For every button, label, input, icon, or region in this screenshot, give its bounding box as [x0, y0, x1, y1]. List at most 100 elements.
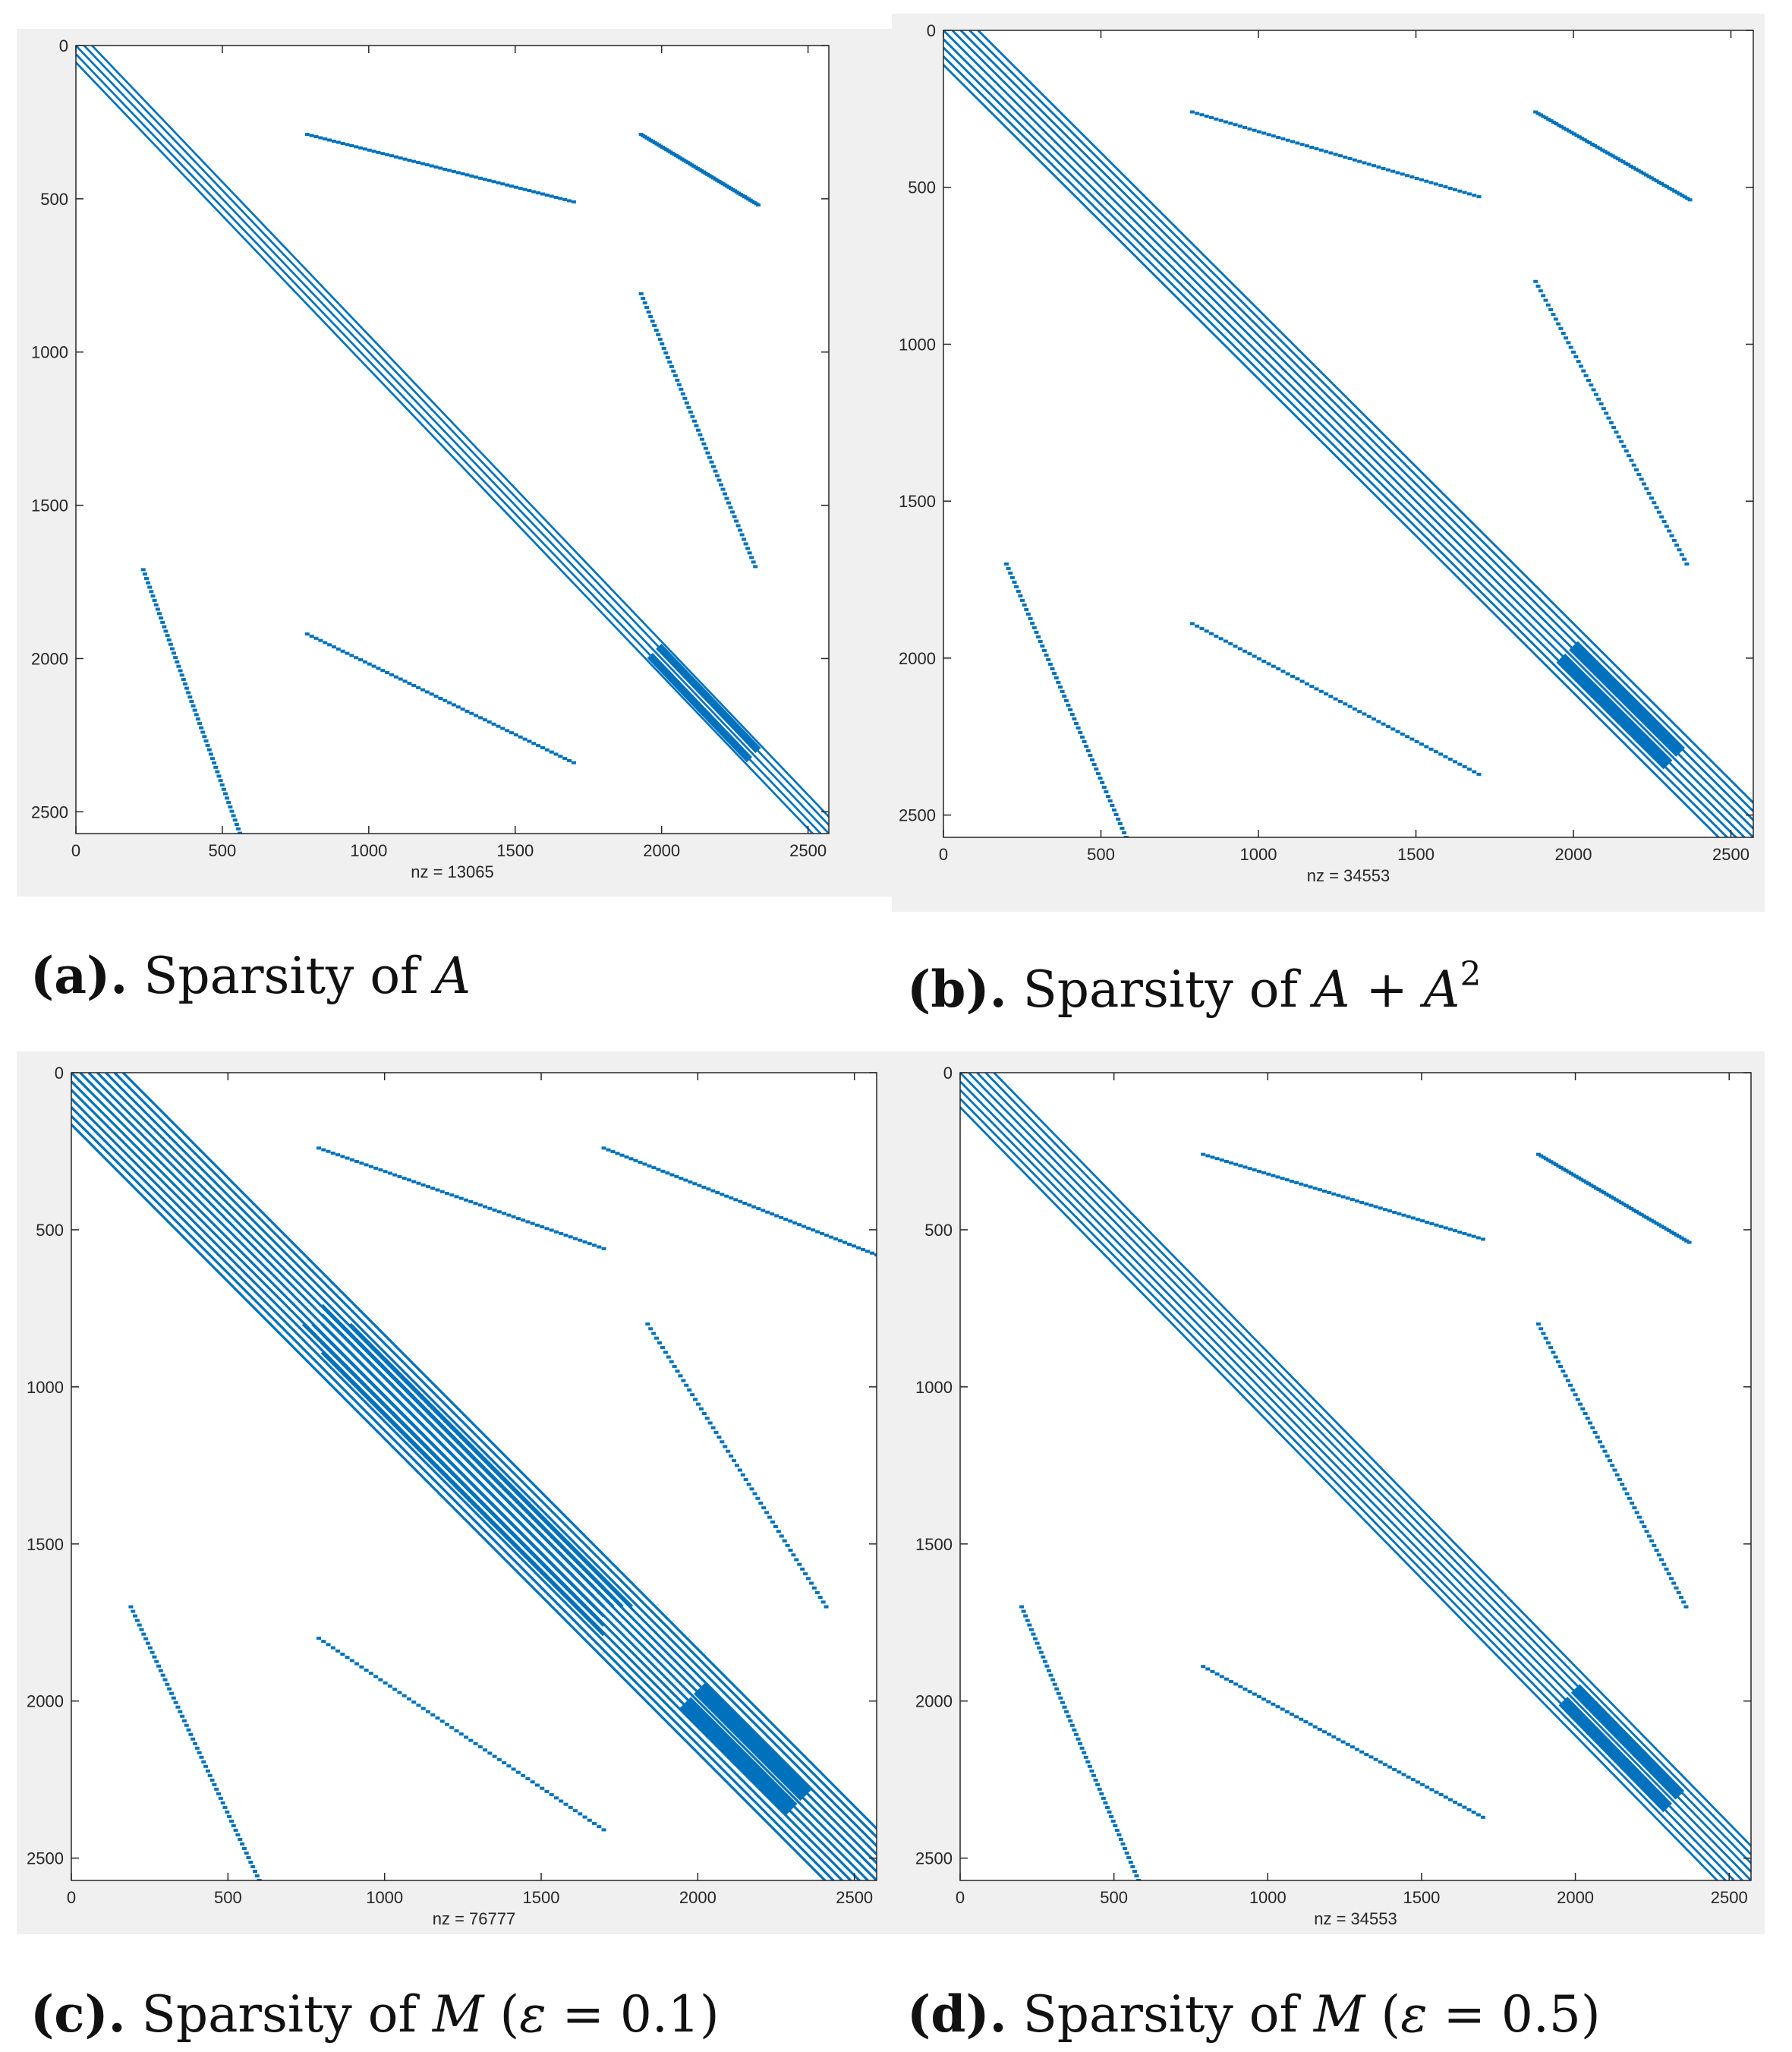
nonzero-dot-4-45	[1405, 735, 1410, 739]
nonzero-dot-0-37	[492, 1208, 497, 1212]
nonzero-dot-0-17	[397, 1174, 402, 1178]
nonzero-dot-1-28	[1605, 151, 1611, 155]
nonzero-dot-4-22	[1303, 1720, 1309, 1724]
nonzero-dot-1-35	[1623, 162, 1628, 165]
nonzero-dot-4-31	[1337, 699, 1343, 703]
x-tick-label: 2500	[789, 841, 827, 860]
nonzero-dot-4-26	[1314, 687, 1319, 691]
nonzero-dot-4-9	[359, 1665, 364, 1669]
nonzero-dot-1-18	[1581, 1179, 1586, 1183]
nonzero-dot-3-9	[147, 1646, 153, 1650]
nonzero-dot-1-33	[1619, 1201, 1624, 1205]
nonzero-dot-0-53	[568, 1235, 573, 1239]
caption-b-text: Sparsity of	[1022, 960, 1314, 1019]
nonzero-dot-0-54	[1453, 1229, 1458, 1233]
x-tick-label: 1000	[366, 1888, 403, 1907]
nonzero-dot-4-18	[385, 671, 390, 675]
nonzero-dot-0-20	[1285, 138, 1290, 142]
axes-frame	[959, 1072, 1752, 1881]
nonzero-dot-1-28	[729, 1196, 734, 1199]
caption-b: (b). Sparsity of A + A2	[907, 958, 1481, 1015]
nonzero-dot-3-53	[1123, 1846, 1128, 1850]
nonzero-dot-3-34	[195, 717, 200, 721]
nonzero-dot-4-3	[318, 638, 323, 642]
nonzero-dot-0-22	[1303, 1184, 1309, 1187]
caption-c-paren: (	[483, 1985, 520, 2044]
nonzero-dot-3-1	[142, 572, 147, 576]
nonzero-dot-2-48	[730, 510, 735, 514]
nonzero-dot-2-10	[1558, 326, 1564, 330]
nonzero-dot-0-46	[1415, 1218, 1420, 1221]
nonzero-dot-3-32	[197, 1751, 202, 1754]
nonzero-dot-1-49	[1659, 1225, 1664, 1228]
nonzero-dot-0-15	[1261, 131, 1267, 135]
nonzero-dot-3-40	[1084, 744, 1089, 748]
nonzero-dot-3-54	[228, 805, 233, 809]
nonzero-dot-0-5	[340, 1155, 345, 1158]
nonzero-dot-3-44	[1104, 1805, 1110, 1809]
nonzero-dot-2-51	[797, 1562, 802, 1566]
nonzero-dot-4-59	[567, 758, 572, 762]
nonzero-dot-0-37	[469, 174, 474, 178]
nonzero-dot-1-27	[724, 1194, 729, 1198]
nonzero-dot-0-35	[1357, 159, 1362, 163]
nonzero-dot-1-8	[1554, 121, 1559, 125]
nonzero-dot-1-22	[1591, 1185, 1596, 1189]
nonzero-dot-1-47	[1654, 1221, 1659, 1225]
nonzero-dot-3-20	[173, 656, 178, 660]
nonzero-dot-3-36	[205, 1769, 210, 1773]
nonzero-dot-2-27	[1602, 1449, 1608, 1453]
nonzero-dot-0-40	[482, 178, 487, 181]
nonzero-dot-2-0	[1533, 279, 1538, 283]
nonzero-dot-4-31	[442, 698, 448, 702]
nonzero-dot-0-48	[518, 187, 523, 191]
nonzero-dot-2-39	[761, 1506, 767, 1510]
nonzero-dot-2-27	[690, 414, 695, 418]
nonzero-dot-0-59	[1475, 1236, 1481, 1240]
nonzero-dot-1-16	[1576, 1176, 1581, 1180]
nonzero-dot-0-22	[420, 1183, 426, 1187]
nonzero-dot-3-34	[1072, 717, 1077, 720]
nonzero-dot-4-47	[1414, 739, 1419, 743]
nonzero-dot-2-25	[1598, 1440, 1603, 1444]
nonzero-dot-0-2	[1210, 1155, 1215, 1159]
nonzero-dot-0-27	[424, 163, 430, 167]
nonzero-dot-0-7	[335, 140, 341, 144]
nonzero-dot-0-24	[430, 1187, 436, 1190]
nonzero-dot-2-18	[672, 374, 678, 377]
nonzero-dot-2-1	[1535, 284, 1541, 288]
caption-d-text: Sparsity of	[1022, 1985, 1314, 2044]
nonzero-dot-2-38	[1630, 1501, 1635, 1505]
nonzero-dot-1-17	[1576, 135, 1582, 139]
nonzero-dot-3-0	[140, 568, 146, 572]
x-tick-label: 0	[956, 1888, 965, 1907]
nonzero-dot-1-57	[861, 1247, 866, 1251]
nonzero-dot-4-49	[522, 737, 528, 741]
x-tick-label: 2500	[836, 1888, 873, 1907]
diagonal-band-mirror-0-2	[76, 61, 814, 834]
nonzero-dot-2-46	[726, 501, 732, 505]
nonzero-dot-4-8	[340, 649, 345, 653]
nonzero-dot-3-48	[218, 779, 223, 783]
nonzero-dot-1-25	[715, 1190, 720, 1194]
nonzero-dot-2-26	[723, 1445, 728, 1448]
nonzero-dot-4-3	[1214, 1672, 1220, 1676]
nonzero-dot-4-54	[1447, 758, 1453, 761]
nonzero-dot-0-4	[1209, 115, 1214, 119]
x-tick-label: 2000	[643, 841, 680, 860]
nonzero-dot-2-9	[1558, 1364, 1564, 1368]
nonzero-dot-2-41	[767, 1515, 773, 1519]
nonzero-dot-1-9	[1558, 1165, 1564, 1169]
nonzero-dot-1-9	[642, 1162, 647, 1166]
nonzero-dot-0-46	[1409, 175, 1415, 179]
nonzero-dot-4-38	[1378, 1760, 1383, 1764]
nonzero-dot-2-28	[1604, 411, 1609, 415]
nonzero-dot-0-53	[1443, 185, 1448, 189]
nonzero-dot-3-56	[1128, 1860, 1133, 1864]
nonzero-dot-4-57	[1462, 764, 1467, 768]
nonzero-dot-4-24	[1304, 682, 1309, 686]
nonzero-dot-2-16	[1573, 355, 1579, 358]
nonzero-dot-0-0	[1189, 110, 1195, 114]
nonzero-dot-3-24	[1066, 1714, 1071, 1718]
nonzero-dot-3-28	[188, 1732, 194, 1736]
